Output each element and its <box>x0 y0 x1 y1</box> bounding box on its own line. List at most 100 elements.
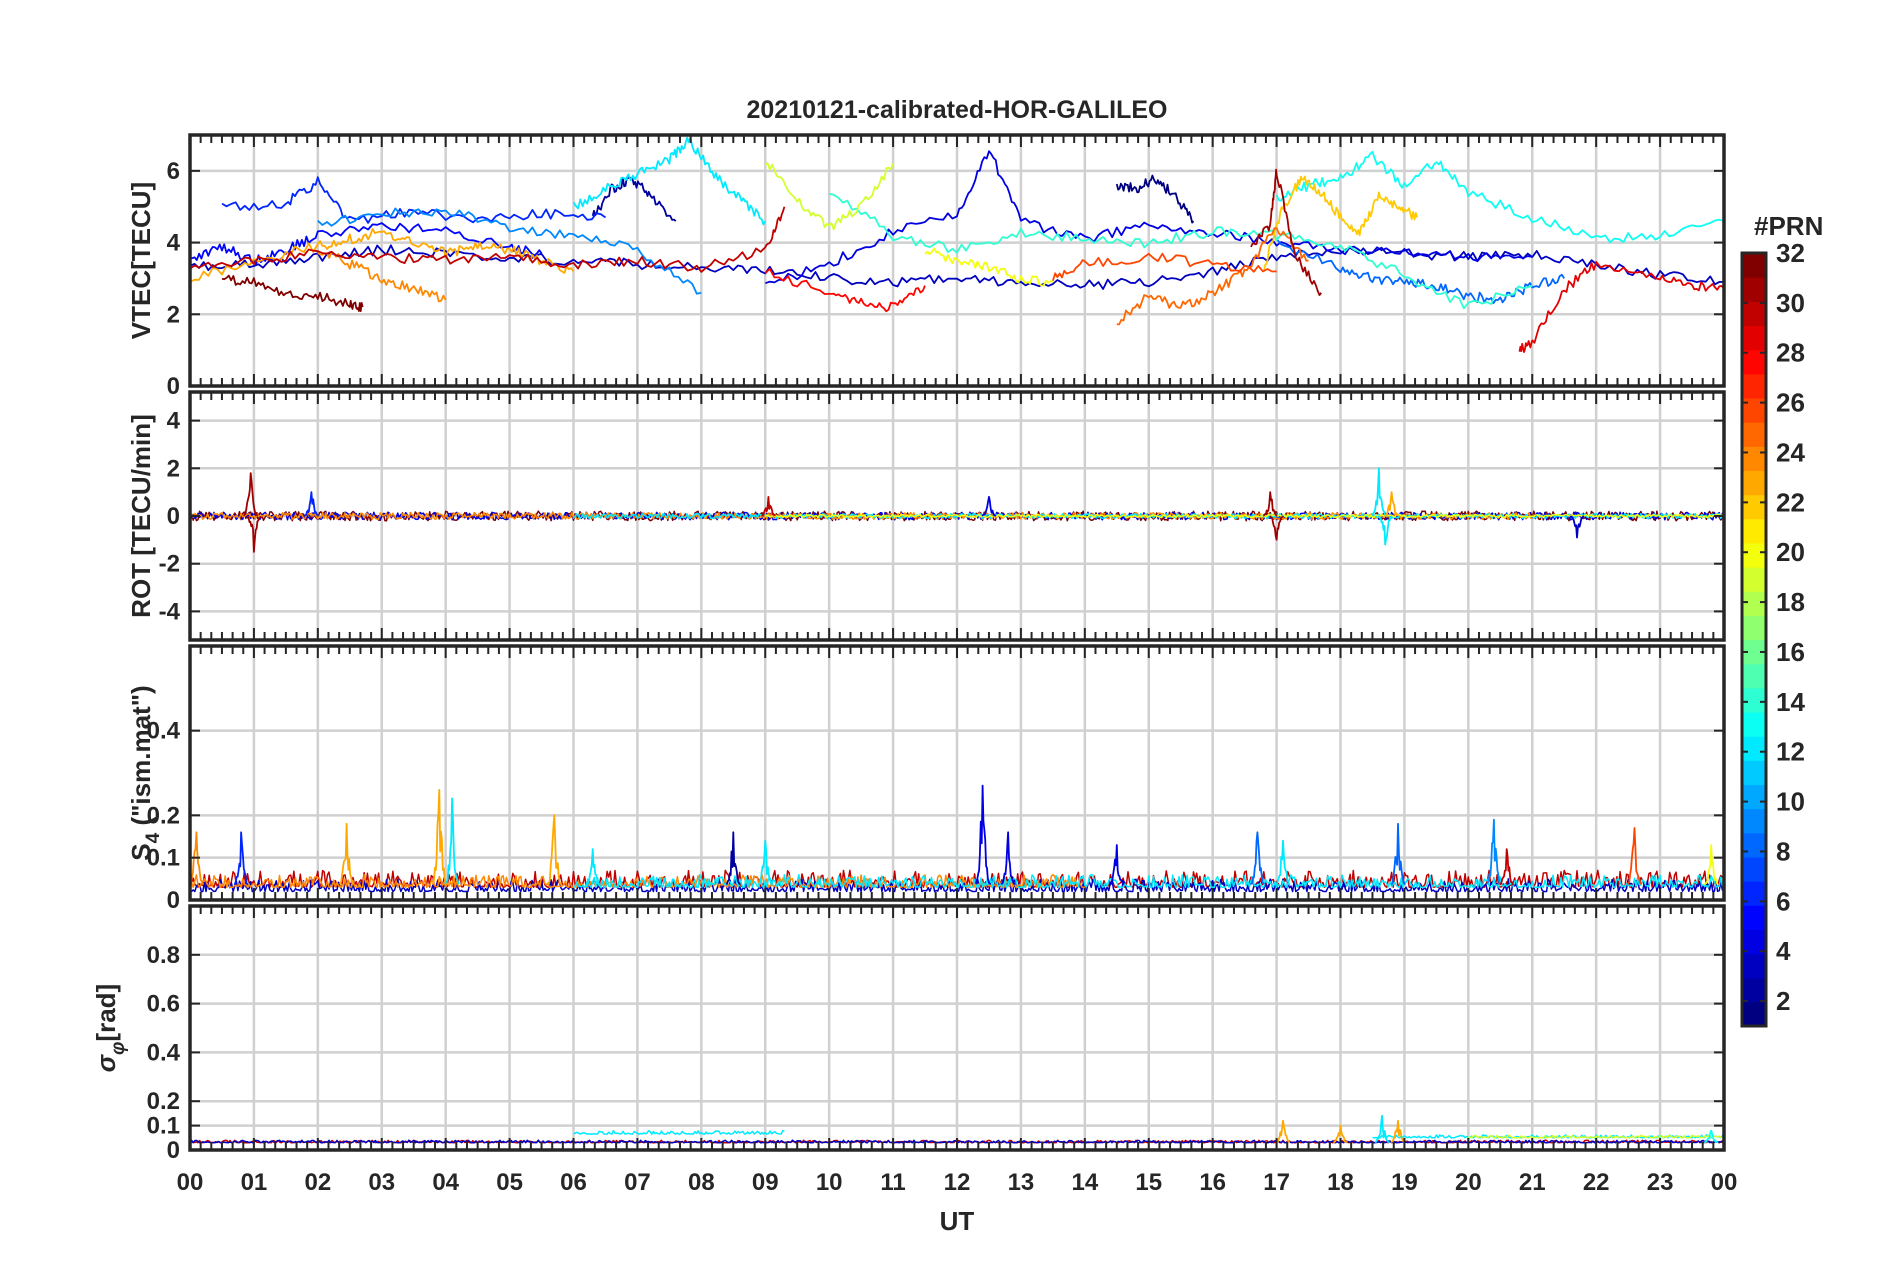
colorbar-segment <box>1742 301 1766 327</box>
colorbar-segment <box>1742 567 1766 592</box>
colorbar-tick-label: 4 <box>1776 936 1791 966</box>
x-tick-label: 22 <box>1583 1169 1610 1196</box>
spike-prn-30 <box>1499 848 1515 886</box>
series-prn-1 <box>1115 174 1195 224</box>
colorbar-tick-label: 12 <box>1776 737 1805 767</box>
spike-prn-12 <box>757 839 773 886</box>
band-prn-12 <box>573 1129 785 1135</box>
x-tick-label: 00 <box>177 1169 204 1196</box>
x-tick-label: 04 <box>432 1169 459 1196</box>
x-tick-label: 14 <box>1071 1169 1098 1196</box>
grid-s4 <box>190 646 1724 900</box>
colorbar-segment <box>1742 663 1766 689</box>
x-tick-label: 01 <box>241 1169 268 1196</box>
x-tick-label: 03 <box>368 1169 395 1196</box>
spike-prn-12 <box>1371 467 1387 517</box>
spike-prn-31 <box>1262 491 1278 517</box>
series-prn-3 <box>190 244 1724 290</box>
colorbar-segment <box>1742 784 1766 810</box>
x-tick-label: 06 <box>560 1169 587 1196</box>
ticks-rot <box>189 392 1725 640</box>
ticks-vtec <box>189 135 1725 386</box>
y-tick-label: 0.4 <box>147 1039 181 1066</box>
x-tick-label: 10 <box>816 1169 843 1196</box>
x-tick-label: 11 <box>880 1169 905 1196</box>
chart-title: 20210121-calibrated-HOR-GALILEO <box>747 96 1168 124</box>
colorbar-segment <box>1742 832 1766 858</box>
spike-prn-23 <box>1384 491 1400 517</box>
spike-prn-31 <box>246 515 262 553</box>
panel-s4: 0 0.1 0.2 0.4S4 ("ism.mat") <box>126 644 1726 914</box>
colorbar-segment <box>1742 253 1766 278</box>
series-prn-2 <box>591 176 677 222</box>
series-prn-22 <box>1262 175 1419 272</box>
x-tick-label: 02 <box>304 1169 331 1196</box>
x-tick-label: 15 <box>1135 1169 1162 1196</box>
series-prn-9 <box>317 207 702 295</box>
y-tick-label: 0.2 <box>147 802 180 829</box>
colorbar-segment <box>1742 446 1766 472</box>
y-axis-label-vtec: VTEC[TECU] <box>126 182 156 339</box>
x-tick-label: 19 <box>1391 1169 1418 1196</box>
spike-prn-4 <box>1109 844 1125 886</box>
spike-prn-8 <box>1249 831 1266 885</box>
spike-prn-12 <box>585 848 601 886</box>
y-tick-label: 0 <box>167 373 180 400</box>
colorbar-tick-label: 18 <box>1776 587 1805 617</box>
y-tick-label: 2 <box>167 455 180 482</box>
x-tick-label: 07 <box>624 1169 651 1196</box>
y-tick-label: 0.1 <box>147 1113 180 1140</box>
colorbar-frame <box>1740 251 1768 1028</box>
spike-prn-6 <box>233 831 249 886</box>
colorbar-segment <box>1742 518 1766 544</box>
y-tick-label: 0.8 <box>147 942 180 969</box>
grid-sigma_phi <box>190 906 1724 1150</box>
colorbar-segment <box>1742 470 1766 496</box>
spike-prn-12 <box>444 797 460 885</box>
x-tick-labels: 00 01 02 03 04 05 06 07 08 09 10 11 12 13 14 15 16 17 18 19… <box>177 1169 1738 1196</box>
x-tick-label: 20 <box>1455 1169 1482 1196</box>
colorbar-tick-label: 30 <box>1776 288 1805 318</box>
colorbar-segment <box>1742 325 1766 351</box>
series-prn-5 <box>190 222 543 266</box>
series-prn-28 <box>764 267 926 313</box>
ticks-s4 <box>189 646 1725 900</box>
colorbar-segment <box>1742 929 1766 955</box>
colorbar-segment <box>1742 808 1766 834</box>
series-prn-25 <box>1116 227 1309 326</box>
spike-prn-4 <box>981 495 997 517</box>
y-tick-label: -2 <box>159 551 180 578</box>
band-prn-12 <box>573 873 1724 889</box>
colorbar-segment <box>1742 953 1766 979</box>
colorbar-tick-label: 14 <box>1776 687 1805 717</box>
colorbar-segment <box>1742 615 1766 641</box>
x-tick-label: 21 <box>1519 1169 1546 1196</box>
series-prn-14 <box>829 192 1533 310</box>
series-prn-6 <box>221 176 607 224</box>
y-axis-label-sigma_phi: σφ[rad] <box>91 984 129 1072</box>
x-axis-label: UT <box>940 1206 975 1236</box>
ticks-sigma_phi <box>189 906 1725 1150</box>
y-tick-label: 0.2 <box>147 1088 180 1115</box>
panel-sigma_phi: 00.10.2 0.4 0.6 0.8 σφ[rad] <box>91 904 1726 1164</box>
band-prn-24 <box>190 511 1533 521</box>
y-axis-label-rot: ROT [TECU/min] <box>126 414 156 618</box>
colorbar-tick-label: 2 <box>1776 986 1790 1016</box>
spike-prn-3 <box>1569 515 1585 539</box>
y-tick-label: 4 <box>167 230 181 257</box>
y-axis-label-s4: S4 ("ism.mat") <box>126 685 164 860</box>
spike-prn-23 <box>546 814 562 886</box>
colorbar-segment <box>1742 711 1766 737</box>
colorbar-segment <box>1742 277 1766 302</box>
colorbar-segment <box>1742 494 1766 520</box>
spike-prn-13 <box>1704 1129 1719 1144</box>
y-tick-label: 0.4 <box>147 718 181 745</box>
series-prn-23 <box>190 227 575 283</box>
colorbar-tick-label: 8 <box>1776 836 1790 866</box>
spike-prn-23 <box>338 822 355 886</box>
series-prn-19 <box>764 162 894 231</box>
band-prn-19 <box>1468 1134 1724 1139</box>
data-vtec <box>190 136 1724 354</box>
